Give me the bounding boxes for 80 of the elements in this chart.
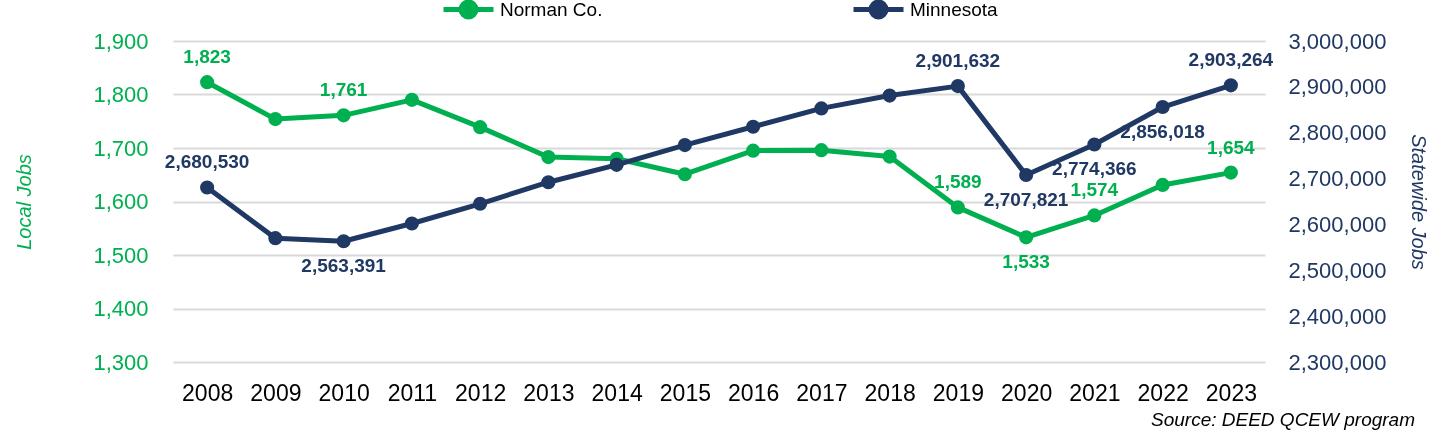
point	[950, 79, 965, 94]
data-label: 2,707,821	[983, 188, 1069, 210]
x-tick-label: 2021	[1069, 379, 1121, 406]
data-label: 1,533	[1002, 251, 1050, 273]
point	[746, 143, 761, 158]
point	[336, 108, 351, 123]
point	[1223, 78, 1238, 93]
point	[404, 216, 419, 231]
x-tick-label: 2016	[728, 379, 780, 406]
point	[1155, 99, 1170, 115]
y2-tick-label: 2,500,000	[1288, 257, 1387, 283]
point	[1087, 137, 1102, 152]
point	[609, 157, 624, 172]
point	[1019, 167, 1034, 183]
x-tick-label: 2012	[455, 379, 507, 406]
x-tick-label: 2020	[1001, 379, 1053, 406]
point	[1223, 165, 1238, 180]
point	[336, 234, 351, 249]
y-axis-title: Local Jobs	[13, 154, 36, 250]
y-tick-label: 1,800	[93, 82, 149, 107]
x-tick-label: 2008	[182, 379, 234, 406]
point	[746, 119, 761, 134]
legend-label: Minnesota	[910, 0, 999, 20]
x-tick-label: 2013	[523, 379, 575, 406]
point	[473, 196, 488, 211]
data-label: 2,856,018	[1120, 121, 1205, 143]
point	[1155, 177, 1170, 192]
point	[814, 101, 829, 116]
point	[882, 149, 897, 164]
y2-axis-title: Statewide Jobs	[1408, 134, 1431, 270]
point	[268, 112, 283, 127]
y2-tick-label: 2,800,000	[1288, 120, 1387, 146]
x-tick-label: 2019	[932, 379, 984, 406]
legend-label: Norman Co.	[500, 0, 603, 20]
data-label: 2,563,391	[301, 255, 387, 277]
data-label: 2,680,530	[164, 151, 250, 173]
y2-tick-label: 2,400,000	[1288, 303, 1387, 329]
x-tick-label: 2017	[796, 379, 848, 406]
point	[404, 92, 419, 107]
y2-tick-label: 2,600,000	[1288, 211, 1387, 237]
data-label: 1,823	[183, 46, 231, 68]
point	[950, 200, 965, 215]
point	[200, 75, 215, 90]
point	[814, 143, 829, 158]
x-tick-label: 2009	[250, 379, 302, 406]
y-tick-label: 1,600	[93, 189, 149, 214]
point	[473, 120, 488, 135]
y-tick-label: 1,400	[93, 296, 149, 321]
data-label: 1,654	[1207, 136, 1256, 158]
x-tick-label: 2010	[318, 379, 370, 406]
point	[882, 88, 897, 103]
point	[677, 167, 692, 182]
point	[200, 180, 215, 195]
x-tick-label: 2022	[1137, 379, 1189, 406]
x-tick-label: 2018	[864, 379, 916, 406]
y-tick-label: 1,300	[93, 349, 149, 375]
y2-tick-label: 3,000,000	[1288, 28, 1387, 54]
y2-tick-label: 2,300,000	[1288, 349, 1387, 375]
point	[1087, 208, 1102, 223]
data-label: 2,901,632	[915, 50, 1001, 72]
y-tick-label: 1,900	[93, 28, 149, 54]
source-note: Source: DEED QCEW program	[1151, 409, 1415, 430]
data-label: 1,589	[934, 171, 982, 193]
x-tick-label: 2011	[387, 379, 438, 406]
point	[677, 138, 692, 153]
y2-tick-label: 2,900,000	[1288, 74, 1387, 100]
x-tick-label: 2014	[591, 379, 643, 406]
data-label: 2,903,264	[1188, 49, 1274, 71]
x-tick-label: 2015	[659, 379, 711, 406]
data-label: 2,774,366	[1052, 158, 1137, 180]
point	[541, 175, 556, 190]
point	[1019, 230, 1034, 245]
y-tick-label: 1,500	[93, 242, 149, 268]
point	[268, 231, 283, 246]
y2-tick-label: 2,700,000	[1288, 166, 1387, 192]
y-tick-label: 1,700	[93, 135, 149, 161]
data-label: 1,574	[1070, 179, 1119, 201]
point	[541, 150, 556, 165]
x-tick-label: 2023	[1205, 379, 1257, 406]
data-label: 1,761	[319, 79, 368, 101]
